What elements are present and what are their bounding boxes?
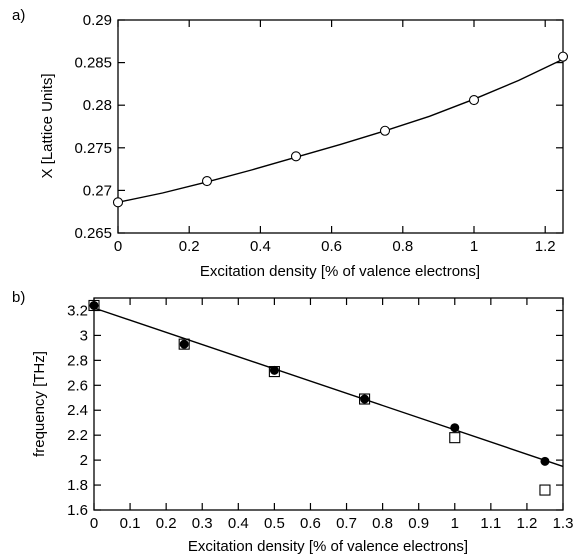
x-tick-label: 0.8 [372, 515, 393, 532]
data-point-open-square [178, 338, 190, 350]
y-tick-label: 0.285 [74, 55, 112, 72]
x-tick-label: 0.6 [300, 515, 321, 532]
x-tick-label: 1 [470, 238, 478, 255]
panel-b-label: b) [12, 289, 25, 306]
y-tick-label: 2.2 [67, 427, 88, 444]
y-tick-label: 0.28 [83, 97, 112, 114]
x-tick-label: 1.2 [535, 238, 556, 255]
x-tick-label: 0.2 [156, 515, 177, 532]
data-point-open-circle [201, 175, 213, 187]
y-tick-label: 1.6 [67, 502, 88, 519]
panel-b-x-axis-label: Excitation density [% of valence electro… [188, 538, 468, 555]
data-point-filled-circle [179, 339, 189, 349]
data-point-open-circle [468, 95, 480, 106]
panel-a-series [112, 51, 569, 208]
panel-a-ticks [117, 19, 563, 234]
panel-a-y-axis-label: X [Lattice Units] [39, 73, 56, 178]
x-tick-label: 0 [90, 515, 98, 532]
panel-a: a) 0 0.2 0.4 0.6 0.8 1 1.2 0.265 0.27 0.275 0.28 0.… [12, 7, 569, 280]
y-tick-label: 2.8 [67, 352, 88, 369]
data-point-open-circle [290, 151, 302, 162]
panel-b-tick-labels: 0 0.1 0.2 0.3 0.4 0.5 0.6 0.7 0.8 0.9 1 1.1 1.2 1.3 1.… [67, 302, 573, 532]
panel-b-series [88, 299, 564, 496]
data-point-open-circle [557, 51, 569, 62]
y-tick-label: 0.27 [83, 182, 112, 199]
x-tick-label: 1 [451, 515, 459, 532]
y-tick-label: 0.265 [74, 225, 112, 242]
data-point-open-square [88, 299, 100, 312]
data-point-filled-circle [450, 423, 460, 433]
data-point-filled-circle [269, 365, 279, 375]
x-tick-label: 0.5 [264, 515, 285, 532]
x-tick-label: 0.4 [250, 238, 271, 255]
data-point-open-square [359, 393, 371, 405]
data-point-filled-circle [89, 300, 99, 310]
x-tick-label: 0 [114, 238, 122, 255]
y-tick-label: 0.29 [83, 12, 112, 29]
x-tick-label: 1.2 [516, 515, 537, 532]
panel-b-frame [93, 297, 564, 511]
panel-a-label: a) [12, 7, 25, 24]
x-tick-label: 0.6 [321, 238, 342, 255]
data-point-open-circle [112, 197, 124, 208]
x-tick-label: 0.4 [228, 515, 249, 532]
y-tick-label: 1.8 [67, 477, 88, 494]
y-tick-label: 0.275 [74, 140, 112, 157]
data-point-filled-circle [540, 456, 550, 466]
y-tick-label: 2.6 [67, 377, 88, 394]
data-point-open-square [449, 432, 461, 444]
x-tick-label: 1.3 [553, 515, 574, 532]
panel-a-tick-labels: 0 0.2 0.4 0.6 0.8 1 1.2 0.265 0.27 0.275 0.28 0.285… [74, 12, 555, 255]
y-tick-label: 3 [80, 327, 88, 344]
fit-line [117, 58, 564, 203]
data-point-open-square [539, 484, 551, 496]
panel-a-frame [117, 19, 564, 234]
y-tick-label: 2.4 [67, 402, 88, 419]
y-tick-label: 3.2 [67, 302, 88, 319]
x-tick-label: 0.7 [336, 515, 357, 532]
x-tick-label: 0.8 [392, 238, 413, 255]
data-point-open-square [268, 366, 280, 378]
panel-b-y-axis-label: frequency [THz] [31, 351, 48, 457]
fit-line [93, 307, 564, 468]
panel-b: b) 0 0.1 0.2 0.3 0.4 0.5 0.6 0.7 0.8 0.9 1 1.1 1.2 1.… [12, 289, 573, 555]
x-tick-label: 0.1 [120, 515, 141, 532]
panel-a-x-axis-label: Excitation density [% of valence electro… [200, 263, 480, 280]
x-tick-label: 0.2 [179, 238, 200, 255]
data-point-filled-circle [360, 394, 370, 404]
x-tick-label: 0.9 [408, 515, 429, 532]
data-point-open-circle [379, 125, 391, 136]
x-tick-label: 0.3 [192, 515, 213, 532]
x-tick-label: 1.1 [480, 515, 501, 532]
y-tick-label: 2 [80, 452, 88, 469]
panel-b-ticks [93, 298, 564, 511]
